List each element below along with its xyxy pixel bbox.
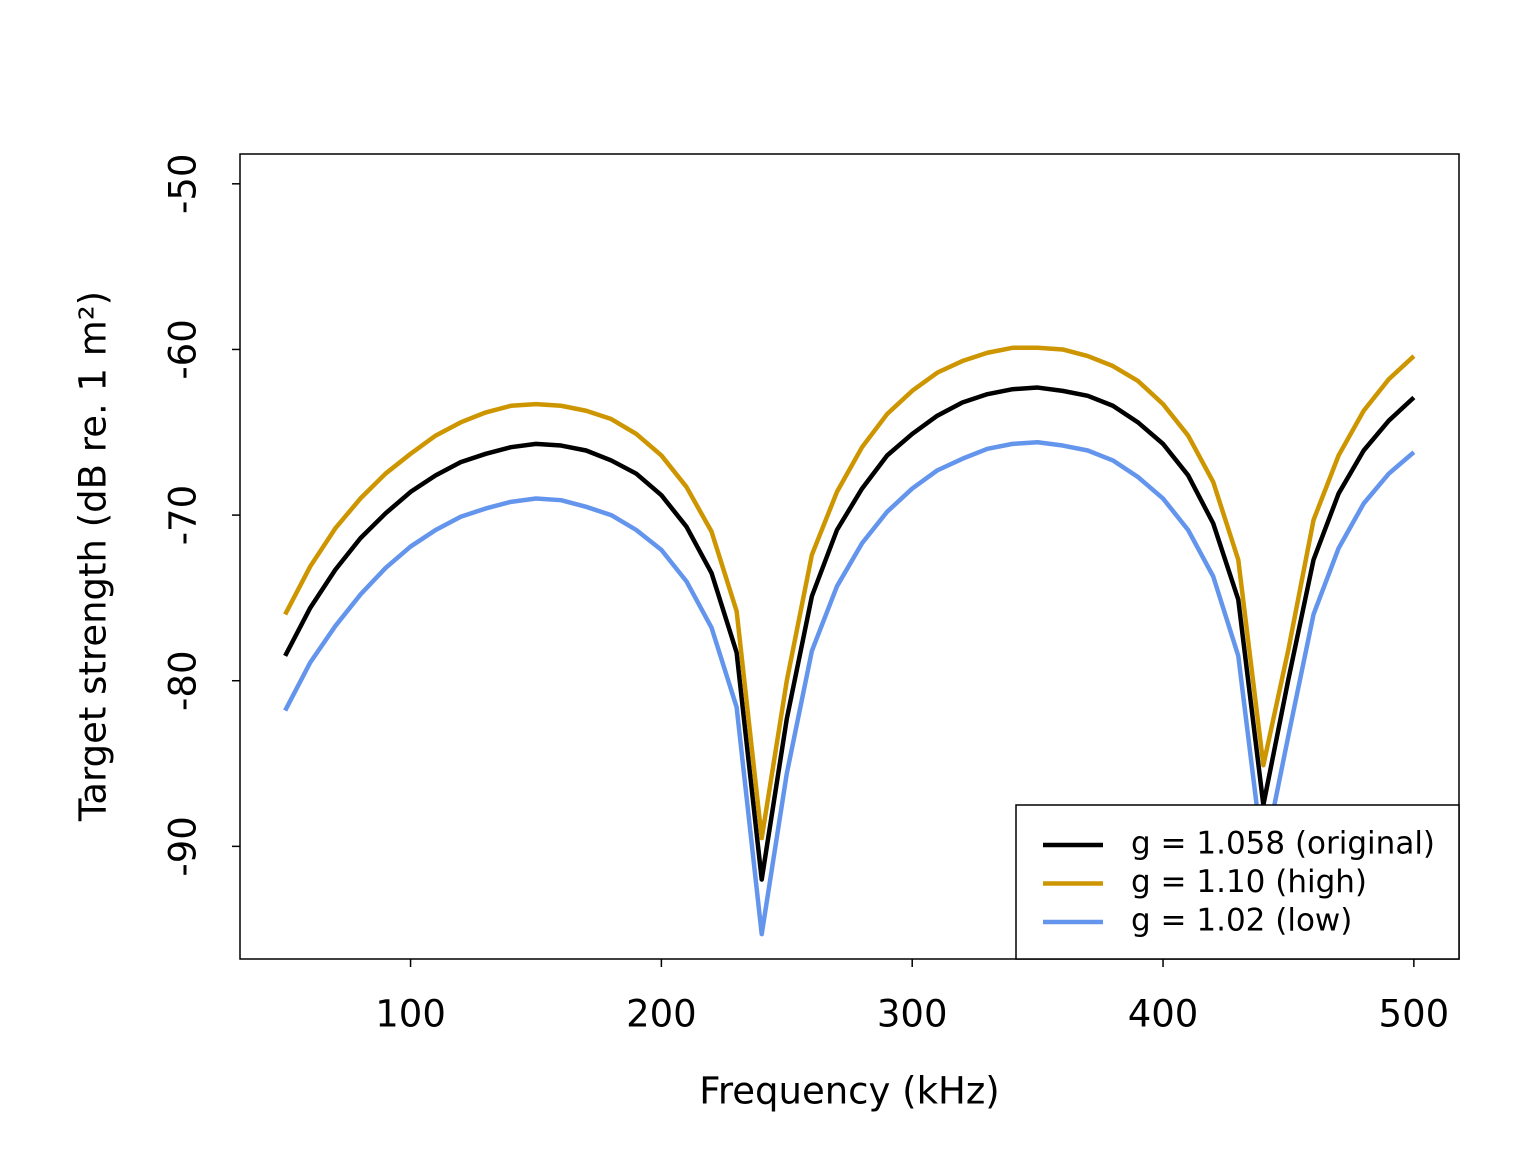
y-axis-label: Target strength (dB re. 1 m²)	[72, 291, 115, 822]
x-tick-label: 400	[1128, 993, 1199, 1036]
y-tick-label: -80	[162, 651, 205, 711]
y-tick-label: -90	[162, 816, 205, 876]
y-tick-label: -60	[162, 319, 205, 379]
legend-label: g = 1.058 (original)	[1131, 826, 1435, 862]
legend-label: g = 1.02 (low)	[1131, 903, 1352, 939]
y-tick-label: -50	[162, 154, 205, 214]
x-tick-label: 100	[375, 993, 446, 1036]
x-tick-label: 200	[626, 993, 697, 1036]
legend-label: g = 1.10 (high)	[1131, 864, 1367, 900]
line-series	[283, 439, 1416, 937]
x-axis-label: Frequency (kHz)	[699, 1070, 999, 1113]
plot-frame	[239, 153, 1460, 960]
line-series	[283, 385, 1416, 882]
x-tick-label: 300	[877, 993, 948, 1036]
x-tick-label: 500	[1379, 993, 1450, 1036]
y-tick-label: -70	[162, 485, 205, 545]
line-series	[283, 345, 1416, 841]
